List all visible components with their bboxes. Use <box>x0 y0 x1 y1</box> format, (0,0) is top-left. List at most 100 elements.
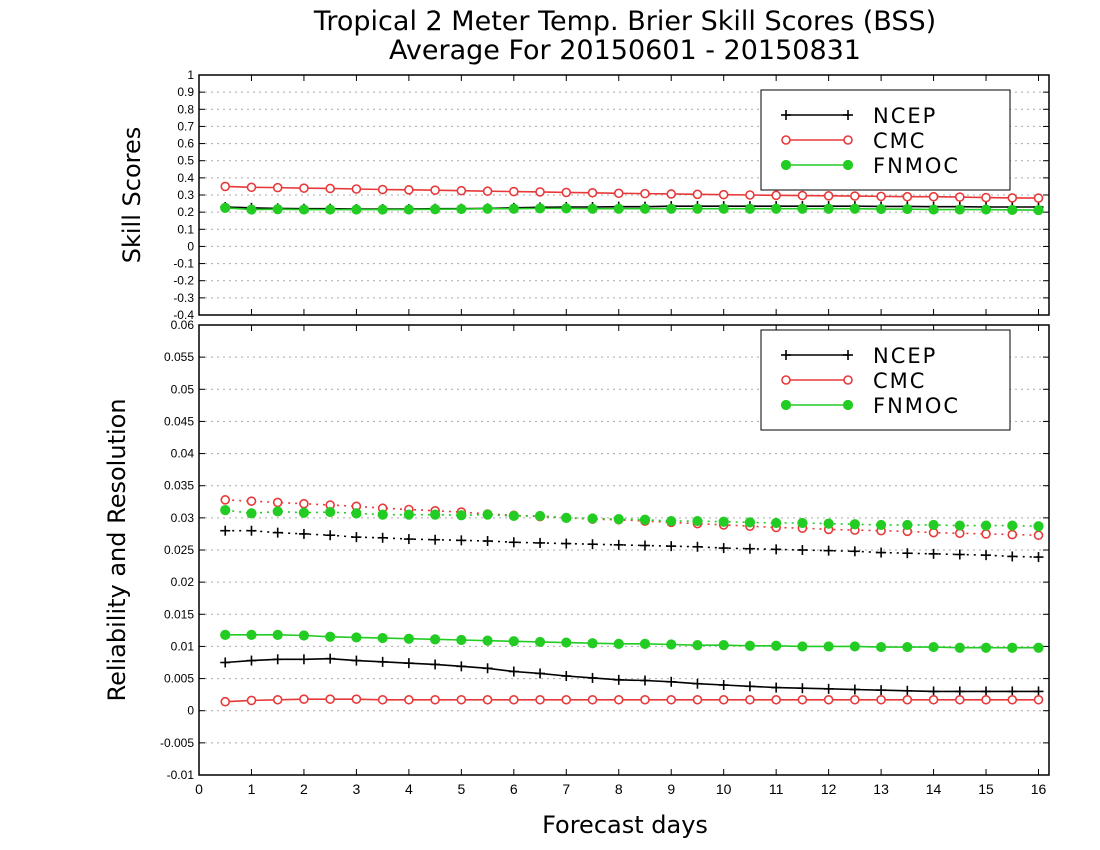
data-point <box>823 203 834 214</box>
y-tick-label: 0.9 <box>177 85 194 99</box>
y-tick-label: 0.005 <box>164 672 194 686</box>
y-tick-label: 0.5 <box>177 154 194 168</box>
x-tick-label: 15 <box>978 781 994 797</box>
x-tick-label: 3 <box>353 781 361 797</box>
data-point <box>692 640 703 651</box>
legend-marker <box>780 399 792 411</box>
data-point <box>456 185 467 196</box>
data-point <box>351 184 362 194</box>
legend-label-cmc: CMC <box>873 369 926 393</box>
data-point <box>850 191 860 201</box>
data-point <box>587 203 598 214</box>
y-tick-label: -0.4 <box>173 308 194 322</box>
legend-marker <box>843 135 853 145</box>
data-point <box>587 513 598 524</box>
data-point <box>403 204 414 215</box>
data-point <box>954 642 965 653</box>
data-point <box>1007 642 1018 653</box>
data-point <box>351 508 362 519</box>
data-point <box>849 203 860 214</box>
data-point <box>639 514 651 525</box>
data-point <box>744 640 756 651</box>
skill-scores-panel: 1 0.9 0.8 0.7 0.6 0.5 0.4 0.3 0.2 0.1 0 -0.1 -0.2 -0.… <box>173 68 1050 322</box>
data-point <box>692 203 703 214</box>
data-point <box>613 638 624 649</box>
data-point <box>272 629 283 640</box>
data-point <box>981 192 991 203</box>
y-tick-label: -0.3 <box>173 291 194 305</box>
y-tick-label: 0.02 <box>171 575 195 589</box>
data-point <box>456 510 467 521</box>
data-point <box>692 694 703 705</box>
data-point <box>482 635 493 646</box>
data-point <box>744 517 756 528</box>
x-tick-label: 16 <box>1031 781 1047 797</box>
data-point <box>1007 193 1018 203</box>
data-point <box>797 203 808 214</box>
data-point <box>902 203 913 215</box>
data-point <box>771 517 782 529</box>
data-point <box>639 203 651 214</box>
reliability-resolution-panel: 0.060.0550.050.0450.040.0350.030.0250.02… <box>160 318 1050 797</box>
data-point <box>246 629 257 640</box>
data-point <box>666 694 677 705</box>
data-point <box>955 694 965 705</box>
reliability-ylabel: Reliability and Resolution <box>103 398 131 701</box>
data-point <box>561 187 572 198</box>
data-point <box>535 187 545 197</box>
data-point <box>220 696 231 707</box>
data-point <box>797 517 808 529</box>
data-point <box>876 694 886 705</box>
series-line <box>225 634 1039 649</box>
data-point <box>325 694 335 704</box>
data-point <box>377 509 388 520</box>
data-point <box>325 204 336 215</box>
data-point <box>875 519 887 531</box>
data-point <box>220 505 231 516</box>
plot-frame <box>198 324 1050 776</box>
data-point <box>430 694 440 705</box>
y-tick-label: 0.035 <box>164 479 194 493</box>
x-tick-label: 8 <box>615 781 623 797</box>
data-point <box>928 519 939 531</box>
data-point <box>456 694 467 705</box>
data-point <box>561 203 572 214</box>
data-point <box>1007 529 1018 540</box>
data-point <box>587 694 598 705</box>
data-point <box>325 183 335 194</box>
y-tick-label: 0.025 <box>164 543 194 557</box>
x-tick-label: 2 <box>300 781 308 797</box>
data-point <box>456 203 467 215</box>
data-point <box>351 694 362 704</box>
data-point <box>981 694 991 705</box>
series-line <box>225 509 1039 528</box>
series-line <box>225 529 1039 558</box>
data-point <box>272 182 283 193</box>
series-line <box>225 698 1039 703</box>
legend-label-ncep: NCEP <box>873 344 937 368</box>
data-point <box>430 204 441 215</box>
data-point <box>220 181 231 192</box>
data-point <box>955 192 965 202</box>
data-point <box>587 187 598 198</box>
x-tick-label: 0 <box>195 781 203 797</box>
data-point <box>980 642 992 653</box>
data-point <box>718 640 729 651</box>
legend-label-fnmoc: FNMOC <box>873 394 960 418</box>
data-point <box>666 639 677 650</box>
x-tick-label: 1 <box>248 781 256 797</box>
legend-marker <box>781 375 791 385</box>
y-tick-label: 0.3 <box>177 188 194 202</box>
data-point <box>246 204 257 215</box>
data-point <box>876 191 886 202</box>
data-point <box>928 694 939 705</box>
x-tick-label: 6 <box>510 781 518 797</box>
skill-scores-ylabel: Skill Scores <box>118 127 146 264</box>
series-ncep-reliability <box>220 653 1044 697</box>
y-tick-label: 0.1 <box>177 222 194 236</box>
data-point <box>1033 530 1044 541</box>
data-point <box>981 529 991 539</box>
data-point <box>666 189 677 199</box>
